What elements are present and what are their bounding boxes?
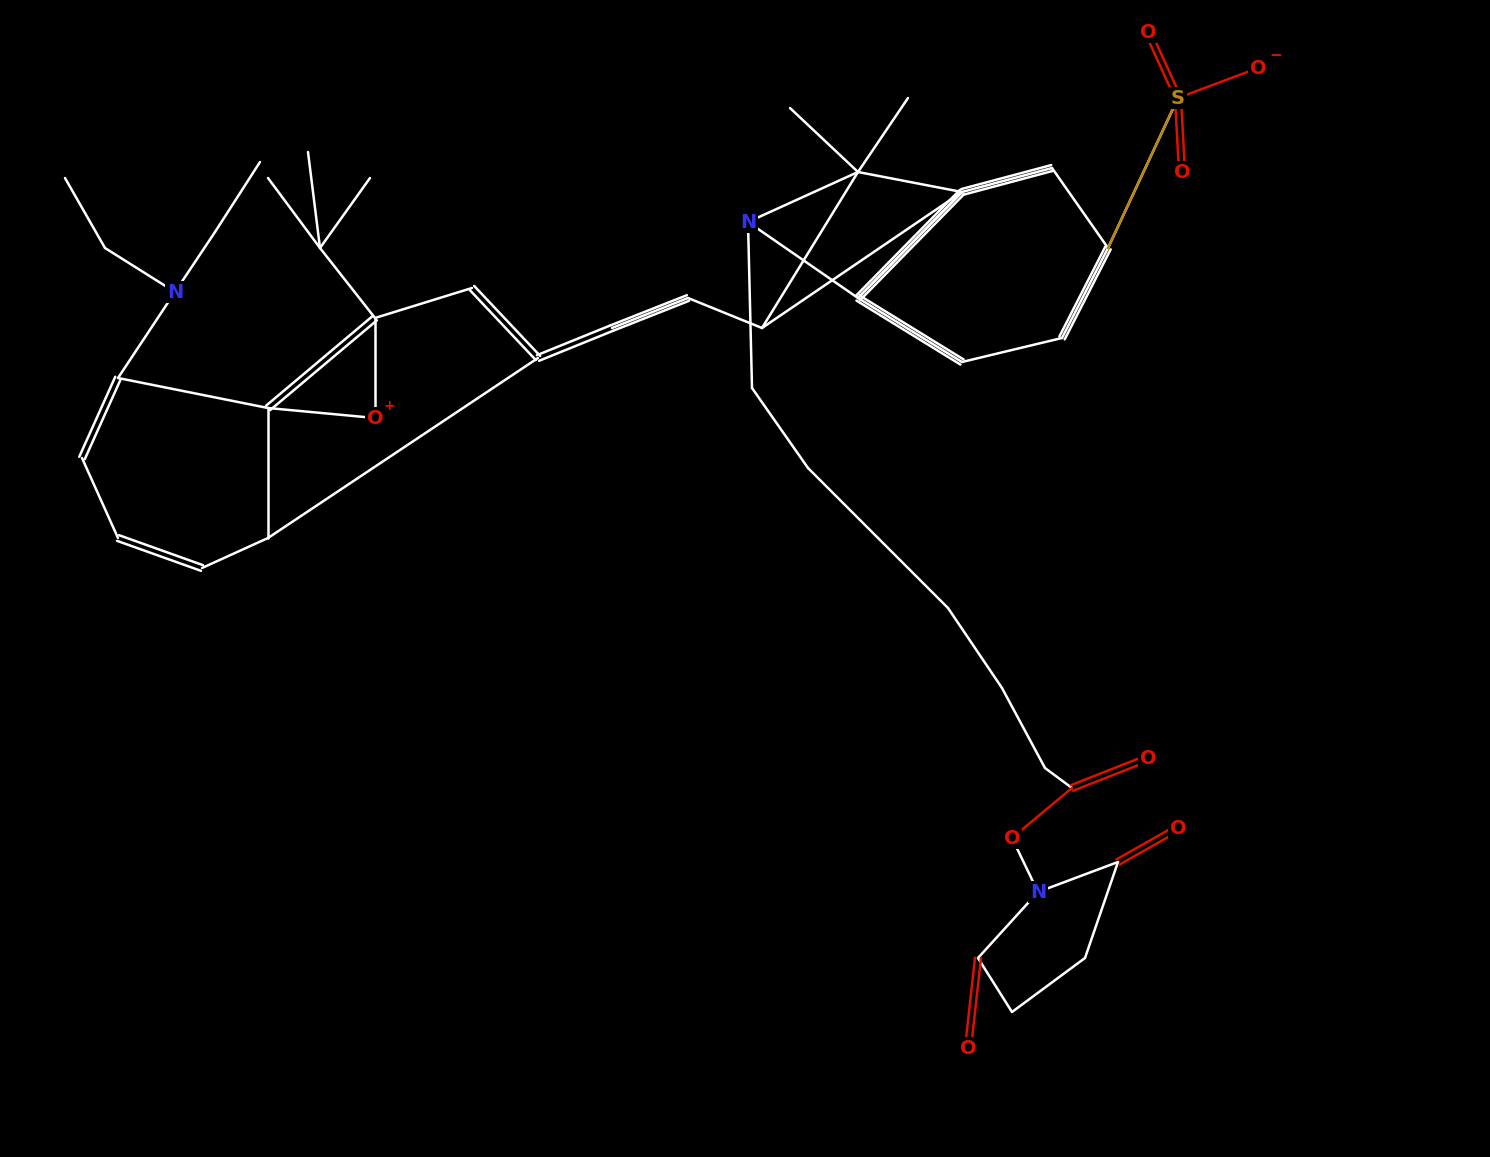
Text: O: O <box>960 1039 976 1057</box>
Text: O: O <box>1140 22 1156 42</box>
Text: S: S <box>1171 88 1185 108</box>
Text: O: O <box>1140 749 1156 767</box>
Text: O: O <box>1004 828 1021 847</box>
Text: −: − <box>1269 49 1283 64</box>
Text: +: + <box>383 399 395 413</box>
Text: O: O <box>1174 162 1191 182</box>
Text: O: O <box>367 408 383 427</box>
Text: O: O <box>1250 59 1266 78</box>
Text: N: N <box>741 213 755 231</box>
Text: N: N <box>167 282 183 302</box>
Text: N: N <box>1030 883 1046 901</box>
Text: O: O <box>1170 818 1186 838</box>
